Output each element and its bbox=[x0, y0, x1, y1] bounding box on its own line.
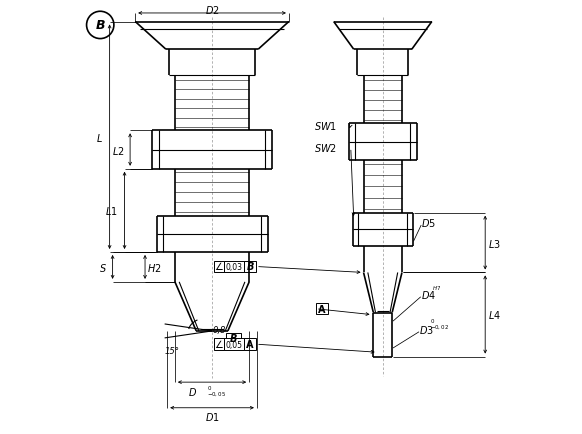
FancyBboxPatch shape bbox=[244, 339, 256, 350]
FancyBboxPatch shape bbox=[223, 339, 244, 350]
Text: $H2$: $H2$ bbox=[147, 261, 162, 273]
Text: $D1$: $D1$ bbox=[205, 410, 219, 422]
Text: $D3$: $D3$ bbox=[419, 323, 434, 335]
FancyBboxPatch shape bbox=[223, 261, 244, 273]
Text: $D5$: $D5$ bbox=[421, 217, 436, 229]
Text: $S$: $S$ bbox=[100, 261, 107, 273]
Text: B: B bbox=[95, 20, 105, 33]
Text: $L3$: $L3$ bbox=[488, 237, 501, 249]
Text: 0,8: 0,8 bbox=[212, 326, 226, 334]
Text: $L$: $L$ bbox=[96, 132, 103, 143]
Text: 0,03: 0,03 bbox=[225, 263, 242, 271]
Text: ∠: ∠ bbox=[215, 339, 223, 349]
Text: B: B bbox=[230, 333, 237, 343]
Text: $^{0}_{-0,05}$: $^{0}_{-0,05}$ bbox=[207, 384, 226, 398]
Text: $^{0}_{-0,02}$: $^{0}_{-0,02}$ bbox=[430, 317, 449, 332]
Text: $^{H7}$: $^{H7}$ bbox=[432, 285, 441, 294]
Text: A: A bbox=[318, 304, 325, 314]
FancyBboxPatch shape bbox=[316, 303, 328, 315]
FancyBboxPatch shape bbox=[226, 333, 241, 344]
Text: $L1$: $L1$ bbox=[105, 205, 118, 217]
FancyBboxPatch shape bbox=[214, 339, 223, 350]
Text: $D2$: $D2$ bbox=[205, 3, 219, 16]
FancyBboxPatch shape bbox=[244, 261, 256, 273]
Text: $SW1$: $SW1$ bbox=[314, 119, 338, 132]
Text: $D$: $D$ bbox=[189, 385, 197, 397]
Text: 15°: 15° bbox=[165, 346, 180, 355]
Text: A: A bbox=[246, 339, 254, 349]
Text: $SW2$: $SW2$ bbox=[314, 142, 336, 154]
Text: $D4$: $D4$ bbox=[421, 288, 436, 300]
Text: 0,05: 0,05 bbox=[225, 340, 242, 349]
Text: ∠: ∠ bbox=[215, 262, 223, 272]
Text: $L4$: $L4$ bbox=[488, 309, 501, 321]
FancyBboxPatch shape bbox=[214, 261, 223, 273]
Text: B: B bbox=[246, 262, 254, 272]
Text: $L2$: $L2$ bbox=[112, 144, 125, 156]
